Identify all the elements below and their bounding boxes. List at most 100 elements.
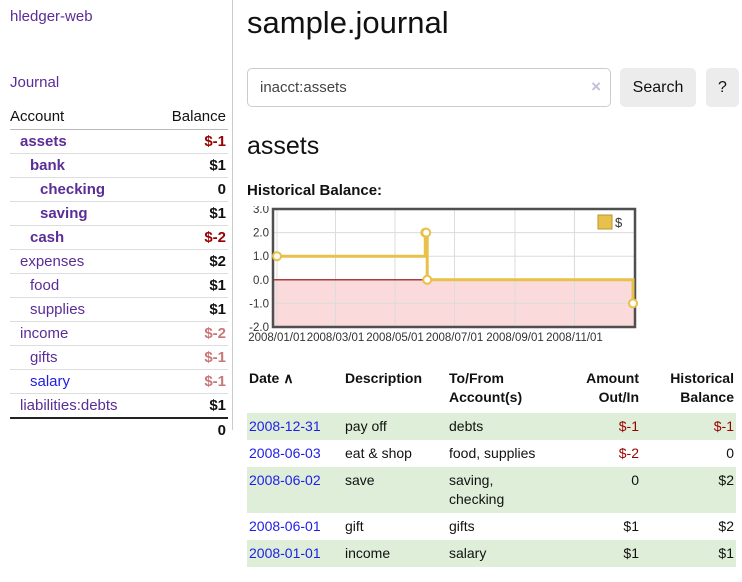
account-balance: $-2 (154, 321, 228, 346)
transaction-date-link[interactable]: 2008-06-02 (249, 472, 321, 488)
account-row: checking 0 (10, 177, 228, 202)
clear-search-icon[interactable]: × (591, 77, 601, 96)
data-point-marker (421, 227, 432, 238)
y-tick-label: 0.0 (253, 275, 269, 287)
account-link[interactable]: expenses (20, 253, 85, 270)
transaction-amount: $-1 (618, 418, 639, 434)
transaction-balance: 0 (726, 445, 734, 461)
transactions-column-header: Amount Out/In (575, 367, 641, 413)
column-header-label: Description (345, 370, 423, 386)
column-header-label: Amount Out/In (586, 370, 639, 405)
accounts-total-row: 0 (10, 417, 228, 442)
account-link[interactable]: gifts (30, 349, 58, 366)
account-row: salary $-1 (10, 369, 228, 394)
transactions-column-header: To/From Account(s) (447, 367, 575, 413)
search-form: × Search ? (247, 68, 739, 107)
legend-swatch (597, 214, 613, 230)
transaction-date-link[interactable]: 2008-01-01 (249, 545, 321, 561)
transaction-balance: $1 (718, 545, 734, 561)
page-title: sample.journal (247, 5, 449, 40)
account-balance: $-1 (154, 345, 228, 370)
account-balance: $1 (154, 273, 228, 298)
transaction-date-link[interactable]: 2008-12-31 (249, 418, 321, 434)
transactions-column-header: Date ∧ (247, 367, 343, 413)
account-link[interactable]: supplies (30, 301, 86, 318)
account-balance: $-1 (154, 129, 228, 154)
transaction-balance: $-1 (713, 418, 734, 434)
account-link[interactable]: saving (40, 205, 88, 222)
transaction-amount: $1 (623, 545, 639, 561)
account-row: assets $-1 (10, 129, 228, 154)
x-tick-label: 2008/05/01 (366, 332, 424, 344)
transaction-amount: 0 (631, 472, 639, 488)
sidebar: hledger-web Journal Account Balance asse… (0, 0, 233, 442)
account-link[interactable]: food (30, 277, 60, 294)
transaction-accounts: saving, checking (449, 472, 505, 507)
account-row: gifts $-1 (10, 345, 228, 370)
transaction-description: income (345, 545, 391, 561)
sidebar-item-journal[interactable]: Journal (10, 74, 60, 91)
transaction-accounts: salary (449, 545, 487, 561)
account-link[interactable]: assets (20, 133, 67, 150)
account-balance: $2 (154, 249, 228, 274)
account-balance: $1 (154, 297, 228, 322)
data-point-marker (628, 298, 638, 309)
transaction-date-link[interactable]: 2008-06-03 (249, 445, 321, 461)
transaction-date-link[interactable]: 2008-06-01 (249, 518, 321, 534)
account-link[interactable]: cash (30, 229, 65, 246)
x-tick-label: 2008/01/01 (248, 332, 306, 344)
account-row: saving $1 (10, 201, 228, 226)
main-content: sample.journal × Search ? assets Histori… (247, 0, 739, 567)
account-link[interactable]: income (20, 325, 69, 342)
transactions-table: Date ∧ Description To/From Account(s) Amount… (247, 367, 736, 567)
account-balance: $-1 (154, 369, 228, 394)
x-tick-label: 2008/11/01 (546, 332, 603, 344)
x-tick-label: 2008/03/01 (307, 332, 365, 344)
transaction-accounts: food, supplies (449, 445, 536, 461)
account-row: liabilities:debts $1 (10, 393, 228, 419)
data-point-marker (272, 251, 282, 262)
brand-link[interactable]: hledger-web (10, 8, 93, 25)
accounts-header-account: Account (10, 106, 155, 130)
column-header-label: Historical Balance (670, 370, 734, 405)
transactions-column-header: Description (343, 367, 447, 413)
transaction-date-cell: 2008-06-01 (247, 513, 343, 540)
transaction-description: eat & shop (345, 445, 412, 461)
y-tick-label: 3.0 (253, 206, 269, 216)
account-row: food $1 (10, 273, 228, 298)
transactions-header-row: Date ∧ Description To/From Account(s) Amount… (247, 367, 736, 413)
account-link[interactable]: liabilities:debts (20, 397, 118, 414)
transaction-row: 2008-12-31 pay off debts $-1 $-1 (247, 413, 736, 440)
search-button[interactable]: Search (620, 68, 696, 107)
account-row: expenses $2 (10, 249, 228, 274)
legend-label: $ (615, 215, 623, 230)
transaction-date-cell: 2008-06-03 (247, 440, 343, 467)
transaction-balance: $2 (718, 518, 734, 534)
accounts-header-balance: Balance (154, 106, 228, 130)
account-row: income $-2 (10, 321, 228, 346)
data-point-marker (422, 274, 433, 285)
account-link[interactable]: checking (40, 181, 106, 198)
y-tick-label: 2.0 (253, 228, 269, 240)
transaction-row: 2008-06-03 eat & shop food, supplies $-2 0 (247, 440, 736, 467)
help-button[interactable]: ? (706, 68, 739, 107)
transactions-column-header: Historical Balance (641, 367, 736, 413)
sort-ascending-icon[interactable]: ∧ (283, 370, 294, 386)
transaction-accounts: gifts (449, 518, 475, 534)
search-input[interactable] (247, 68, 611, 107)
account-link[interactable]: bank (30, 157, 66, 174)
account-link[interactable]: salary (30, 373, 71, 390)
x-tick-label: 2008/09/01 (486, 332, 544, 344)
account-heading: assets (247, 132, 320, 160)
transaction-description: gift (345, 518, 364, 534)
accounts-total-value: 0 (154, 417, 228, 442)
y-tick-label: 1.0 (253, 251, 269, 263)
column-header-label[interactable]: Date (249, 370, 280, 386)
chart-section-label: Historical Balance: (247, 182, 383, 199)
accounts-table-header-row: Account Balance (10, 106, 228, 130)
transaction-description: pay off (345, 418, 387, 434)
account-balance: 0 (154, 177, 228, 202)
transaction-date-cell: 2008-06-02 (247, 467, 343, 513)
transaction-amount: $1 (623, 518, 639, 534)
